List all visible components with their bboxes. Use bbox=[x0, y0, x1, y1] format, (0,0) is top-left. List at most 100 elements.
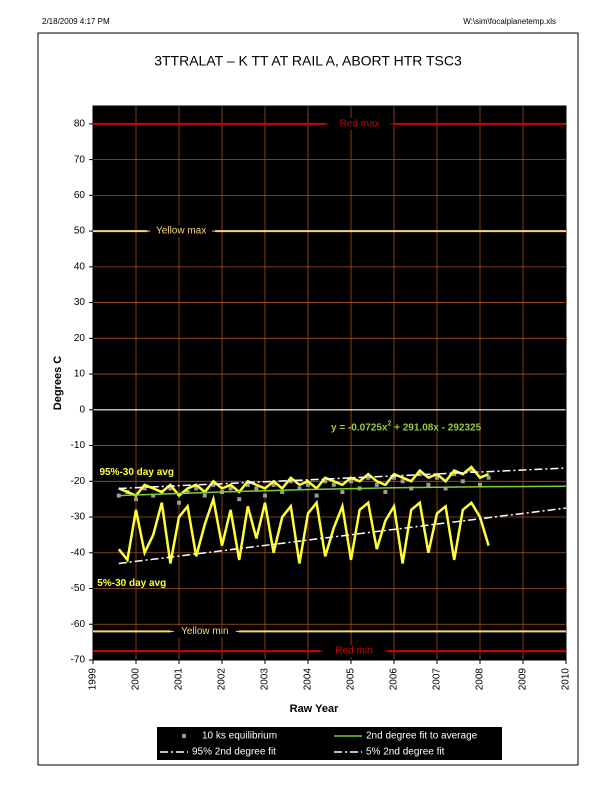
fit-line bbox=[118, 485, 566, 497]
data-point bbox=[331, 482, 336, 487]
y-tick-label: 30 bbox=[74, 297, 86, 308]
y-tick-label: -40 bbox=[71, 547, 86, 558]
fit-line bbox=[118, 467, 566, 490]
y-tick-label: 70 bbox=[74, 154, 86, 165]
equation-part: + 291.08x - 292325 bbox=[391, 422, 481, 433]
data-point bbox=[254, 486, 259, 491]
data-point bbox=[314, 493, 319, 498]
data-point bbox=[469, 468, 474, 473]
data-point bbox=[435, 475, 439, 480]
data-point bbox=[452, 472, 457, 477]
x-tick-label: 2007 bbox=[432, 668, 443, 691]
data-point bbox=[228, 486, 233, 491]
header-date: 2/18/2009 4:17 PM bbox=[42, 17, 110, 26]
reference-label: Yellow min bbox=[181, 626, 228, 637]
reference-label-bg bbox=[170, 625, 239, 638]
x-tick-label: 1999 bbox=[88, 668, 99, 691]
legend-swatch bbox=[182, 734, 186, 738]
y-tick-label: -30 bbox=[71, 512, 86, 523]
plot-area bbox=[93, 106, 566, 660]
data-point bbox=[237, 497, 242, 502]
x-axis-label: Raw Year bbox=[290, 703, 339, 715]
reference-label-bg bbox=[325, 117, 394, 130]
equation-part: 2 bbox=[387, 421, 391, 428]
data-point bbox=[263, 493, 267, 498]
x-tick-label: 2005 bbox=[346, 668, 357, 691]
avg-line bbox=[117, 494, 490, 564]
data-point bbox=[280, 490, 285, 495]
x-tick-label: 2009 bbox=[518, 668, 529, 691]
y-tick-label: -50 bbox=[71, 583, 86, 594]
fit-line bbox=[118, 507, 566, 565]
x-tick-label: 2003 bbox=[260, 668, 271, 691]
y-tick-label: 80 bbox=[74, 119, 86, 130]
y-tick-label: 60 bbox=[74, 190, 86, 201]
x-tick-label: 2008 bbox=[475, 668, 486, 691]
data-point bbox=[366, 475, 371, 480]
reference-label: Yellow max bbox=[156, 226, 206, 237]
data-point bbox=[168, 486, 173, 491]
fit-equation: y = -0.0725x2 + 291.08x - 292325 bbox=[331, 421, 482, 433]
data-point bbox=[478, 482, 482, 487]
data-point bbox=[297, 486, 302, 491]
data-point bbox=[211, 482, 216, 487]
data-point bbox=[400, 479, 405, 484]
x-tick-label: 2004 bbox=[303, 668, 314, 691]
header-file: W:\sim\focalplanetemp.xls bbox=[463, 17, 556, 26]
y-axis-label: Degrees C bbox=[52, 356, 64, 410]
y-tick-label: 40 bbox=[74, 261, 86, 272]
data-point bbox=[306, 482, 310, 487]
legend-label: 95% 2nd degree fit bbox=[192, 747, 276, 758]
reference-label: Red max bbox=[340, 119, 380, 130]
y-tick-label: 10 bbox=[74, 369, 86, 380]
y-tick-label: 0 bbox=[79, 404, 85, 415]
y-tick-label: -70 bbox=[71, 655, 86, 666]
reference-label: Red min bbox=[335, 646, 372, 657]
data-point bbox=[443, 486, 448, 491]
data-point bbox=[349, 479, 353, 484]
data-point bbox=[194, 486, 199, 491]
data-point bbox=[409, 486, 414, 491]
data-point bbox=[271, 482, 276, 487]
data-point bbox=[486, 475, 491, 480]
equation-part: y = -0.0725x bbox=[331, 422, 388, 433]
data-point bbox=[185, 490, 190, 495]
data-point bbox=[323, 479, 328, 484]
chart-title: 3TTRALAT – K TT AT RAIL A, ABORT HTR TSC… bbox=[154, 53, 462, 69]
reference-label-bg bbox=[320, 645, 389, 658]
data-point bbox=[426, 482, 431, 487]
data-point bbox=[245, 482, 250, 487]
legend-label: 2nd degree fit to average bbox=[366, 731, 478, 742]
series-label: 5%-30 day avg bbox=[97, 578, 166, 589]
data-point bbox=[417, 472, 422, 477]
legend-label: 10 ks equilibrium bbox=[202, 731, 277, 742]
data-point bbox=[134, 497, 138, 502]
data-point bbox=[460, 479, 465, 484]
reference-label-bg bbox=[147, 225, 216, 238]
x-tick-label: 2002 bbox=[217, 668, 228, 691]
data-point bbox=[374, 482, 379, 487]
x-tick-label: 2001 bbox=[174, 668, 185, 691]
legend-label: 5% 2nd degree fit bbox=[366, 747, 445, 758]
y-tick-label: -60 bbox=[71, 619, 86, 630]
y-tick-label: -20 bbox=[71, 476, 86, 487]
x-tick-label: 2000 bbox=[131, 668, 142, 691]
plot-frame bbox=[92, 105, 567, 661]
x-tick-label: 2010 bbox=[561, 668, 572, 691]
y-tick-label: 50 bbox=[74, 226, 86, 237]
data-point bbox=[383, 490, 388, 495]
data-point bbox=[151, 493, 156, 498]
legend-box bbox=[157, 727, 502, 760]
x-tick-label: 2006 bbox=[389, 668, 400, 691]
avg-line bbox=[118, 465, 490, 498]
page-border bbox=[37, 32, 579, 766]
y-tick-label: 20 bbox=[74, 333, 86, 344]
data-point bbox=[142, 486, 147, 491]
data-point bbox=[202, 493, 207, 498]
series-label: 95%-30 day avg bbox=[99, 467, 174, 478]
data-point bbox=[392, 475, 396, 480]
data-point bbox=[340, 490, 345, 495]
y-tick-label: -10 bbox=[71, 440, 86, 451]
data-point bbox=[177, 500, 181, 505]
